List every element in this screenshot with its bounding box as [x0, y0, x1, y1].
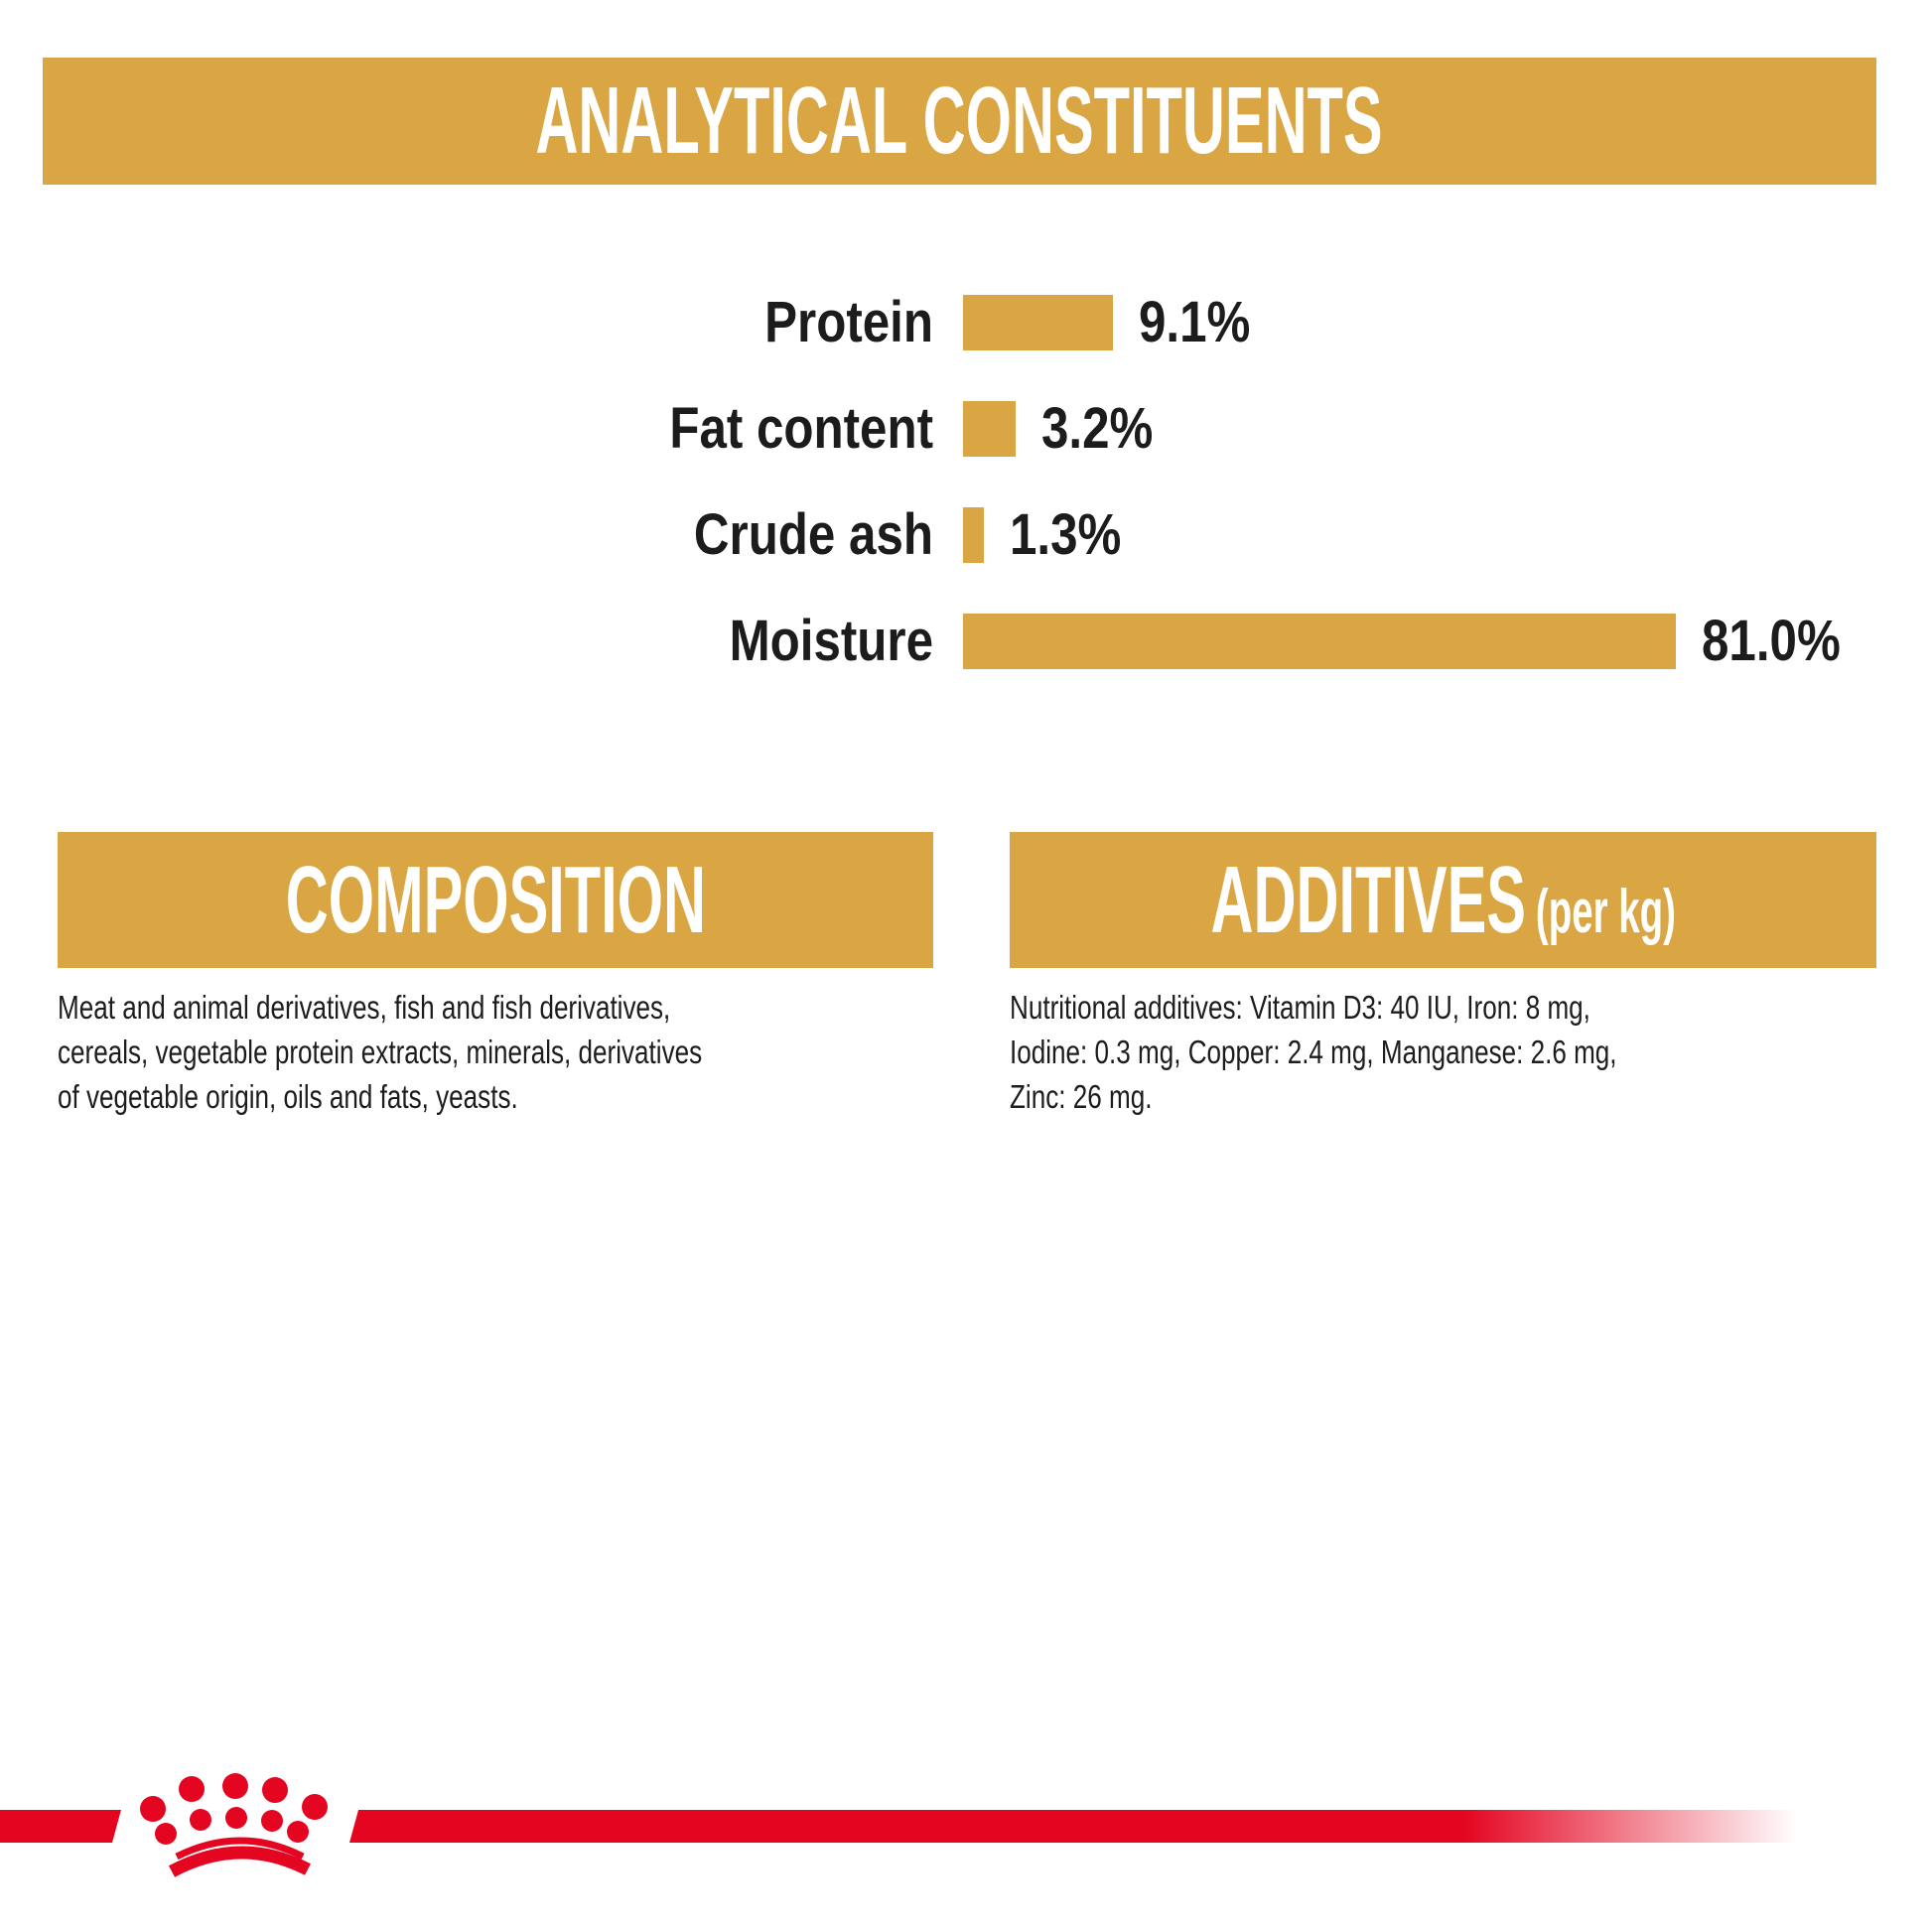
chart-value-label: 1.3% — [1010, 502, 1122, 567]
chart-bar — [963, 614, 1676, 669]
additives-banner: ADDITIVES (per kg) — [1010, 832, 1876, 968]
additives-text: Nutritional additives: Vitamin D3: 40 IU… — [1010, 989, 1617, 1115]
composition-title: COMPOSITION — [285, 846, 706, 953]
chart-row: Fat content 3.2% — [0, 396, 1932, 461]
chart-value-label: 3.2% — [1041, 396, 1154, 461]
chart-bar — [963, 401, 1016, 457]
brand-stripe-left — [0, 1810, 121, 1843]
chart-category-label: Crude ash — [693, 502, 933, 567]
crown-arc-thick — [168, 1846, 311, 1877]
chart-row: Moisture 81.0% — [0, 609, 1932, 673]
bar-chart: Protein 9.1% Fat content 3.2% Crude ash 1.3% M… — [0, 290, 1932, 720]
crown-dot — [179, 1776, 205, 1802]
composition-banner: COMPOSITION — [58, 832, 933, 968]
crown-arc-thin — [175, 1837, 305, 1861]
additives-title-suffix: (per kg) — [1535, 877, 1676, 946]
additives-title: ADDITIVES (per kg) — [1210, 852, 1676, 948]
brand-stripe-right — [349, 1810, 1797, 1843]
chart-row: Crude ash 1.3% — [0, 502, 1932, 567]
crown-dot — [225, 1807, 247, 1829]
crown-dot — [262, 1777, 288, 1803]
composition-text: Meat and animal derivatives, fish and fi… — [58, 989, 703, 1115]
chart-bar — [963, 507, 984, 563]
crown-dot — [140, 1796, 166, 1822]
chart-category-label: Protein — [764, 290, 933, 354]
analytical-constituents-banner: ANALYTICAL CONSTITUENTS — [43, 58, 1876, 185]
crown-dot — [155, 1823, 177, 1845]
additives-title-main: ADDITIVES — [1210, 846, 1526, 953]
chart-category-label: Fat content — [669, 396, 933, 461]
chart-value-label: 81.0% — [1702, 609, 1841, 673]
chart-value-label: 9.1% — [1139, 290, 1251, 354]
chart-bar — [963, 295, 1113, 350]
analytical-constituents-title: ANALYTICAL CONSTITUENTS — [535, 68, 1384, 174]
crown-dot — [261, 1810, 283, 1832]
royal-canin-crown-paw-logo-icon — [140, 1773, 328, 1877]
crown-dot — [287, 1821, 309, 1843]
crown-dot — [222, 1773, 248, 1799]
chart-row: Protein 9.1% — [0, 290, 1932, 354]
chart-category-label: Moisture — [729, 609, 933, 673]
crown-dot — [302, 1794, 328, 1820]
crown-dot — [190, 1809, 211, 1831]
